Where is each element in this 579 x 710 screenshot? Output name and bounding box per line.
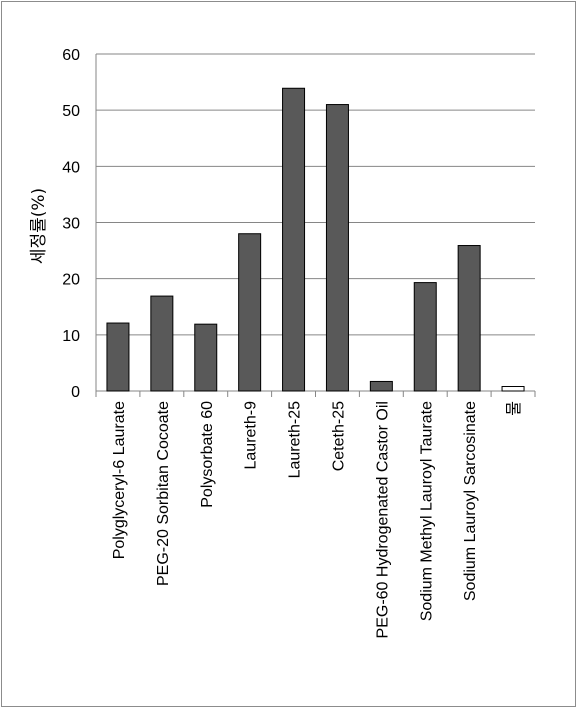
- bar: [501, 386, 525, 392]
- bar: [457, 245, 481, 392]
- y-tick-label: 50: [62, 103, 80, 120]
- x-tick-label: Laureth-25: [287, 401, 304, 478]
- bar: [369, 380, 393, 392]
- x-tick-label: PEG-20 Sorbitan Cocoate: [155, 401, 172, 586]
- bar: [238, 233, 262, 392]
- x-tick-label: Sodium Lauroyl Sarcosinate: [462, 401, 479, 601]
- bar: [325, 104, 349, 392]
- bar: [194, 323, 218, 392]
- y-tick-label: 40: [62, 159, 80, 176]
- x-tick-label: 물: [505, 401, 523, 416]
- y-axis-label: 세정률(%): [29, 188, 49, 264]
- y-tick-label: 20: [62, 272, 80, 289]
- x-tick-label: Polysorbate 60: [199, 401, 216, 508]
- bar: [413, 282, 437, 392]
- y-tick-label: 10: [62, 328, 80, 345]
- x-tick-label: Laureth-9: [243, 401, 260, 470]
- bar: [150, 295, 174, 392]
- bar: [282, 87, 306, 392]
- y-tick-label: 30: [62, 216, 80, 233]
- x-tick-label: Sodium Methyl Lauroyl Taurate: [418, 401, 435, 621]
- y-tick-label: 0: [71, 384, 80, 401]
- y-tick-label: 60: [62, 47, 80, 64]
- x-tick-label: Ceteth-25: [330, 401, 347, 471]
- x-tick-label: PEG-60 Hydrogenated Castor Oil: [374, 401, 391, 638]
- x-tick-label: Polyglyceryl-6 Laurate: [111, 401, 128, 559]
- bar: [106, 322, 130, 392]
